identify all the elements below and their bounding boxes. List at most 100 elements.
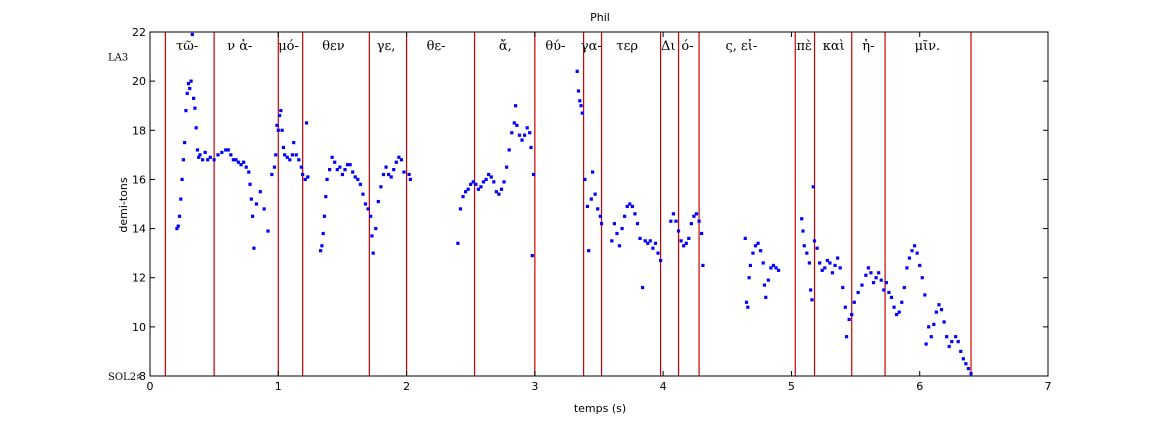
pitch-point [959, 349, 963, 354]
pitch-point [747, 276, 751, 280]
pitch-point [924, 342, 928, 346]
pitch-point [176, 224, 180, 228]
pitch-point [530, 254, 534, 258]
pitch-point [239, 163, 243, 167]
pitch-point [466, 187, 470, 191]
pitch-point [279, 109, 283, 113]
pitch-point [679, 239, 683, 243]
pitch-point [266, 229, 270, 233]
syllable-label: γε, [377, 39, 396, 54]
x-axis-ticks: 0 1 2 3 4 5 6 7 [147, 32, 1052, 393]
pitch-point [929, 335, 933, 339]
pitch-point [589, 197, 593, 201]
y-tick-label: 20 [132, 75, 146, 88]
pitch-point [653, 241, 658, 245]
pitch-point [912, 244, 917, 248]
pitch-point [966, 367, 971, 371]
pitch-point [208, 155, 212, 159]
pitch-point [369, 214, 373, 218]
pitch-point [194, 126, 198, 130]
pitch-point [319, 249, 323, 253]
pitch-point [297, 158, 301, 162]
pitch-point [823, 266, 827, 270]
y-tick-label: 16 [132, 173, 146, 186]
pitch-point [306, 175, 310, 179]
pitch-point [193, 106, 197, 110]
pitch-point [879, 278, 883, 282]
pitch-point [358, 182, 362, 186]
pitch-point [177, 214, 182, 218]
pitch-point [376, 199, 380, 204]
pitch-point [328, 168, 332, 172]
pitch-point [338, 165, 342, 169]
pitch-point [185, 91, 189, 96]
pitch-point [856, 290, 860, 295]
pitch-point [343, 168, 347, 172]
pitch-point [580, 111, 584, 115]
pitch-point [179, 197, 183, 201]
pitch-point [764, 295, 768, 299]
pitch-point [920, 276, 924, 280]
pitch-point [884, 281, 888, 285]
pitch-point [212, 158, 216, 162]
pitch-point [231, 158, 235, 162]
pitch-point [379, 185, 383, 189]
pitch-point [748, 263, 752, 268]
syllable-boundaries [164, 32, 972, 376]
pitch-point [456, 241, 460, 245]
pitch-point [847, 317, 851, 322]
pitch-point [828, 261, 832, 265]
pitch-point [771, 263, 776, 268]
pitch-point [505, 165, 509, 169]
pitch-point [841, 285, 845, 290]
syllable-label: θύ- [545, 39, 565, 54]
pitch-point [751, 251, 755, 255]
pitch-point [184, 109, 188, 113]
pitch-point [836, 256, 840, 260]
pitch-point [844, 335, 849, 339]
pitch-point [399, 158, 404, 162]
note-labels: LA3 SOL2♯ [108, 53, 141, 383]
pitch-point [590, 170, 595, 174]
pitch-point [371, 251, 375, 255]
x-tick-label: 2 [403, 380, 410, 393]
pitch-point [615, 231, 619, 236]
pitch-point [281, 145, 286, 150]
pitch-point [322, 214, 327, 218]
pitch-point [294, 153, 298, 157]
pitch-point [628, 202, 632, 206]
pitch-point [387, 172, 391, 177]
pitch-point [869, 271, 873, 275]
pitch-point [494, 190, 498, 194]
pitch-point [599, 222, 604, 226]
pitch-point [744, 300, 749, 304]
pitch-point [830, 271, 835, 275]
pitch-point [292, 140, 296, 145]
pitch-point [810, 298, 814, 302]
pitch-point [860, 283, 864, 287]
pitch-point [351, 170, 355, 174]
pitch-point [651, 246, 655, 250]
pitch-point [258, 190, 262, 194]
pitch-point [270, 172, 274, 177]
pitch-point [656, 251, 660, 255]
pitch-point [512, 121, 516, 125]
pitch-point [625, 204, 629, 209]
pitch-point [833, 263, 837, 268]
pitch-point [345, 163, 350, 167]
pitch-point [206, 158, 210, 162]
pitch-point [254, 202, 259, 206]
pitch-point [340, 172, 345, 177]
pitch-point [641, 285, 645, 290]
pitch-point [361, 192, 365, 196]
pitch-point [843, 305, 847, 309]
chart-title: Phil [590, 11, 610, 24]
pitch-point [510, 131, 514, 135]
pitch-point [251, 214, 255, 218]
pitch-point [458, 207, 463, 211]
pitch-point [630, 204, 634, 209]
pitch-point [186, 82, 191, 86]
y-axis-ticks: 8 10 12 14 16 18 20 22 [132, 26, 1048, 383]
pitch-point [923, 293, 927, 297]
